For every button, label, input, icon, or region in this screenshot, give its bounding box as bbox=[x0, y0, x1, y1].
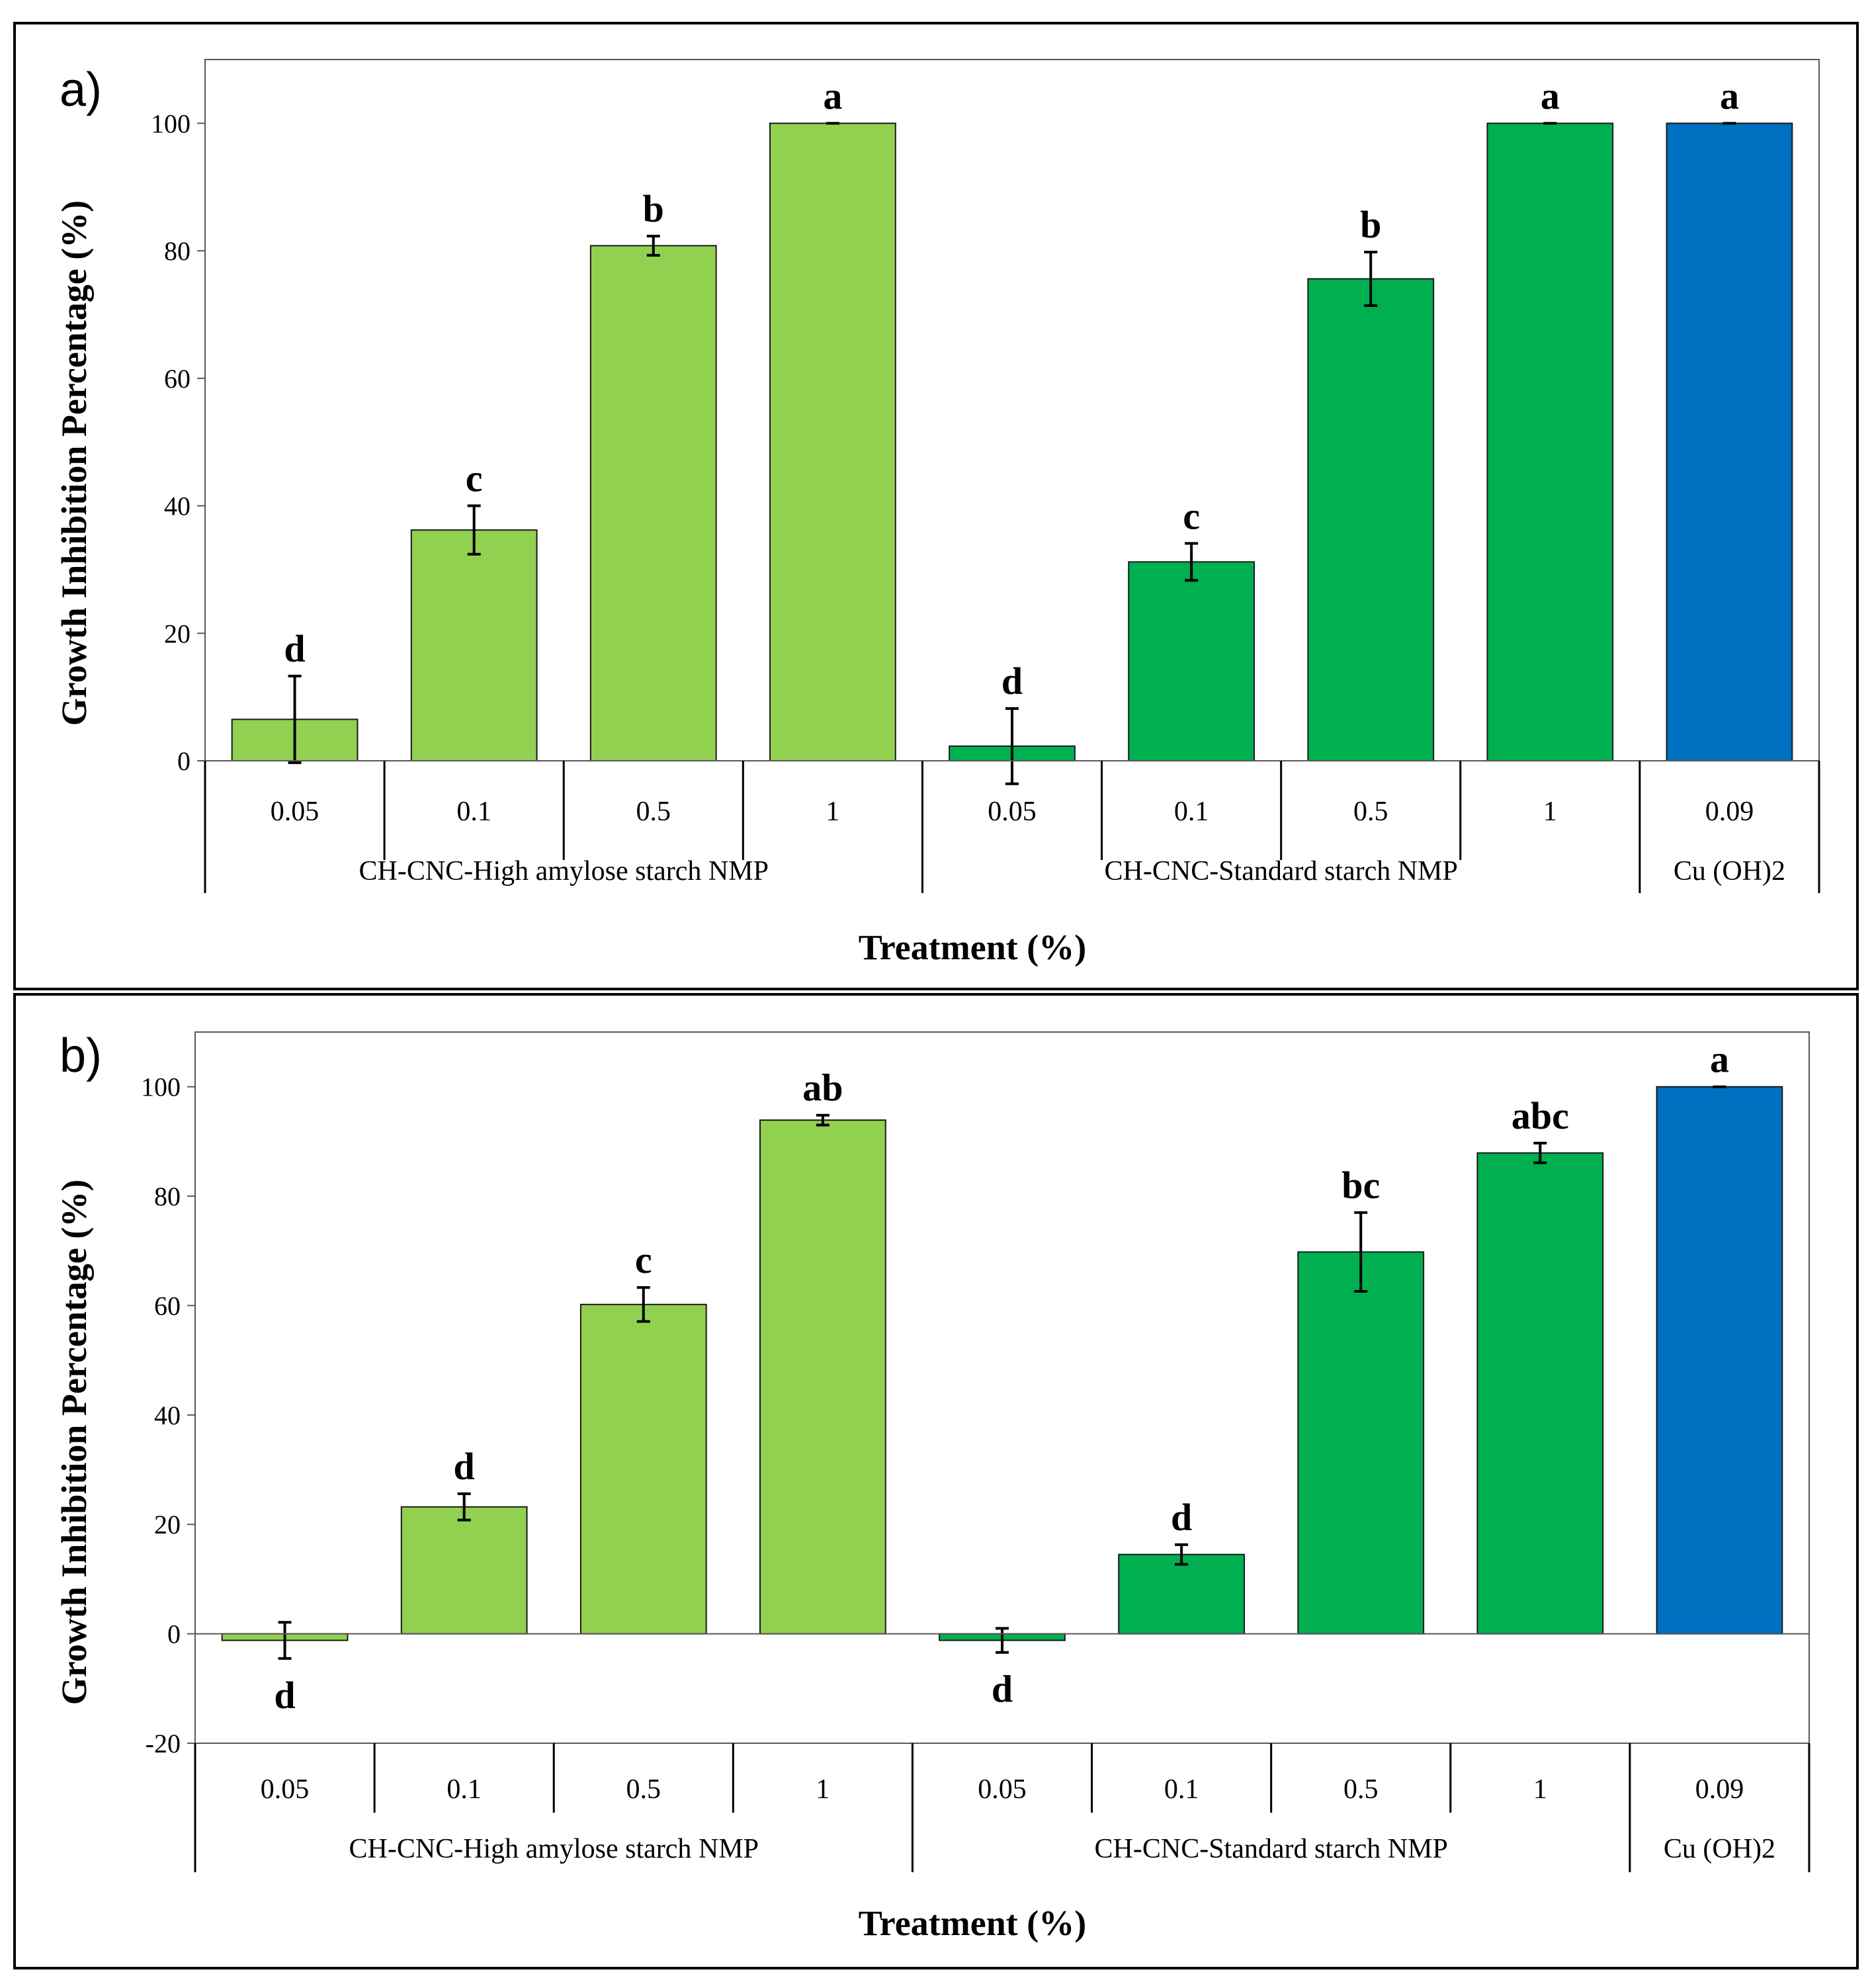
significance-letter: c bbox=[1183, 494, 1200, 537]
significance-letter: a bbox=[823, 74, 842, 117]
y-tick-label: 20 bbox=[154, 1510, 181, 1539]
bar bbox=[759, 1119, 886, 1635]
significance-letter: b bbox=[643, 187, 664, 230]
x-tick-label: 0.1 bbox=[1174, 797, 1209, 827]
x-tick-label: 0.1 bbox=[447, 1774, 482, 1805]
significance-letter: b bbox=[1360, 203, 1381, 246]
group-label: CH-CNC-High amylose starch NMP bbox=[349, 1834, 758, 1864]
panel-b-x-axis-title: Treatment (%) bbox=[859, 1903, 1086, 1943]
y-tick-label: 100 bbox=[141, 1072, 181, 1102]
x-tick-label: 1 bbox=[1543, 797, 1557, 827]
panel-a-y-axis-title: Growth Inhibition Percentage (%) bbox=[54, 200, 94, 726]
x-tick-label: 0.05 bbox=[988, 797, 1037, 827]
x-tick-label: 0.05 bbox=[271, 797, 319, 827]
significance-letter: ab bbox=[802, 1066, 843, 1109]
x-tick-label: 0.5 bbox=[1343, 1774, 1379, 1805]
group-label: CH-CNC-Standard starch NMP bbox=[1105, 856, 1458, 886]
significance-letter: d bbox=[1171, 1496, 1192, 1539]
y-tick-label: 60 bbox=[164, 364, 191, 394]
x-tick-label: 1 bbox=[1533, 1774, 1547, 1805]
panel-b-x-axis: 0.05 0.1 0.5 1 0.05 0.1 0.5 1 0.09 CH-CNC-High am… bbox=[194, 1633, 1810, 1872]
bar bbox=[1307, 278, 1435, 761]
x-tick-label: 0.1 bbox=[1164, 1774, 1199, 1805]
significance-letter: bc bbox=[1341, 1164, 1380, 1207]
significance-letter: a bbox=[1720, 74, 1739, 117]
panel-b-plot-area bbox=[194, 1031, 1810, 1744]
significance-letter: d bbox=[284, 627, 305, 670]
bar bbox=[1297, 1251, 1425, 1635]
y-tick-label: 80 bbox=[154, 1182, 181, 1211]
panel-b: b) -20 0 20 40 60 80 100 d d c ab d d bc abc a 0.05 0.1… bbox=[13, 993, 1859, 1969]
bar bbox=[589, 245, 717, 761]
group-label: CH-CNC-High amylose starch NMP bbox=[359, 856, 768, 886]
y-tick-label: 40 bbox=[164, 492, 191, 521]
x-tick-label: 0.5 bbox=[636, 797, 671, 827]
panel-b-y-axis-title: Growth Inhibition Percentage (%) bbox=[54, 1180, 94, 1705]
x-tick-label: 0.09 bbox=[1695, 1774, 1744, 1805]
significance-letter: d bbox=[1001, 660, 1023, 703]
significance-letter: c bbox=[635, 1238, 652, 1281]
x-tick-label: 0.05 bbox=[261, 1774, 310, 1805]
group-label: Cu (OH)2 bbox=[1674, 856, 1785, 886]
bar bbox=[579, 1303, 707, 1635]
panel-b-y-ticks: -20 0 20 40 60 80 100 bbox=[141, 1072, 195, 1758]
x-tick-label: 0.05 bbox=[978, 1774, 1027, 1805]
significance-letter: d bbox=[274, 1674, 295, 1717]
x-tick-label: 1 bbox=[826, 797, 839, 827]
panel-b-bars bbox=[221, 1086, 1783, 1641]
significance-letter: d bbox=[454, 1445, 475, 1488]
panel-a-tag: a) bbox=[60, 64, 102, 116]
bar bbox=[1666, 122, 1793, 761]
group-label: CH-CNC-Standard starch NMP bbox=[1095, 1834, 1448, 1864]
panel-a-border bbox=[13, 22, 1859, 990]
y-tick-label: 0 bbox=[177, 746, 191, 776]
y-tick-label: 60 bbox=[154, 1291, 181, 1320]
panel-a-bars bbox=[231, 122, 1793, 762]
x-tick-label: 0.5 bbox=[1353, 797, 1388, 827]
panel-b-tag: b) bbox=[60, 1029, 102, 1082]
panel-a-y-ticks: 0 20 40 60 80 100 bbox=[151, 108, 205, 776]
x-tick-label: 1 bbox=[816, 1774, 830, 1805]
bar bbox=[410, 529, 538, 761]
x-tick-label: 0.5 bbox=[626, 1774, 661, 1805]
y-tick-label: 0 bbox=[167, 1620, 181, 1649]
y-tick-label: 80 bbox=[164, 236, 191, 266]
significance-letter: c bbox=[466, 457, 483, 500]
y-tick-label: -20 bbox=[146, 1729, 181, 1758]
significance-letter: a bbox=[1710, 1038, 1729, 1081]
bar bbox=[1118, 1553, 1245, 1635]
panel-b-error-bars bbox=[278, 1085, 1726, 1660]
bar bbox=[769, 122, 896, 761]
significance-letter: abc bbox=[1511, 1094, 1569, 1137]
group-label: Cu (OH)2 bbox=[1664, 1834, 1775, 1864]
panel-a-significance-letters: d c b a d c b a a bbox=[284, 74, 1739, 703]
bar bbox=[1476, 1152, 1604, 1635]
panel-b-significance-letters: d d c ab d d bc abc a bbox=[274, 1038, 1729, 1717]
bar bbox=[1128, 561, 1255, 761]
y-tick-label: 20 bbox=[164, 619, 191, 648]
significance-letter: d bbox=[992, 1668, 1013, 1711]
panel-a-x-axis: 0.05 0.1 0.5 1 0.05 0.1 0.5 1 0.09 CH-CNC-High am… bbox=[204, 760, 1820, 893]
y-tick-label: 100 bbox=[151, 108, 191, 138]
bar bbox=[1656, 1086, 1783, 1635]
significance-letter: a bbox=[1541, 74, 1560, 117]
panel-a-error-bars bbox=[288, 122, 1736, 785]
x-tick-label: 0.09 bbox=[1705, 797, 1754, 827]
panel-a-x-axis-title: Treatment (%) bbox=[859, 928, 1086, 967]
bar bbox=[1486, 122, 1614, 761]
y-tick-label: 40 bbox=[154, 1401, 181, 1430]
x-tick-label: 0.1 bbox=[456, 797, 491, 827]
panel-b-border bbox=[13, 993, 1859, 1969]
bar bbox=[400, 1506, 528, 1635]
